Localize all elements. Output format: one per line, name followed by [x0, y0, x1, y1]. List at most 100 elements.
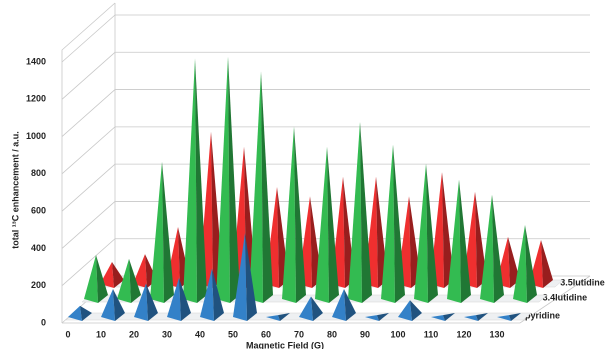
x-tick-label: 10	[96, 329, 106, 339]
legend-label: 3.4lutidine	[543, 292, 588, 302]
pyramid-face	[68, 305, 82, 321]
pyramid	[414, 163, 438, 303]
pyramid-face	[212, 268, 224, 321]
pyramid	[84, 255, 108, 303]
pyramid-face	[117, 258, 131, 303]
pyramid	[447, 179, 471, 303]
pyramid-face	[327, 146, 339, 303]
pyramid-face	[162, 161, 174, 303]
pyramid	[365, 313, 389, 321]
y-tick-label: 0	[41, 317, 46, 327]
axis-line	[61, 2, 116, 323]
pyramid-face	[365, 315, 379, 321]
pyramid-face	[133, 254, 147, 288]
pyramid	[68, 305, 92, 321]
pyramid-face	[113, 289, 125, 321]
pyramid-face	[80, 305, 92, 321]
pyramid	[266, 313, 290, 321]
y-tick-label: 600	[31, 206, 46, 216]
x-tick-label: 120	[456, 329, 471, 339]
pyramid-face	[377, 313, 389, 321]
x-tick-label: 60	[261, 329, 271, 339]
pyramid	[332, 289, 356, 321]
pyramid-face	[167, 277, 181, 321]
grid-line	[61, 201, 590, 249]
pyramid	[167, 277, 191, 321]
pyramid-face	[146, 283, 158, 321]
pyramid-face	[410, 300, 422, 321]
x-tick-label: 50	[228, 329, 238, 339]
pyramid-face	[294, 126, 306, 303]
x-tick-label: 40	[195, 329, 205, 339]
pyramid-face	[525, 224, 537, 303]
pyramid-face	[381, 144, 395, 303]
pyramid-face	[150, 161, 164, 303]
x-tick-label: 130	[489, 329, 504, 339]
grid-line	[61, 89, 590, 137]
pyramid-face	[459, 179, 471, 303]
pyramid-face	[348, 121, 362, 304]
grid-line	[61, 126, 590, 175]
x-tick-label: 90	[360, 329, 370, 339]
y-axis-title: total ¹³C enhancement / a.u.	[10, 131, 20, 249]
x-tick-label: 110	[424, 329, 439, 339]
grid-line	[61, 51, 590, 100]
pyramid-face	[134, 283, 148, 321]
pyramid-face	[475, 191, 487, 288]
pyramid-face	[216, 56, 230, 304]
pyramid-face	[476, 313, 488, 321]
y-tick-label: 1000	[26, 131, 46, 141]
pyramid-face	[344, 289, 356, 321]
pyramid-face	[233, 233, 247, 321]
pyramid	[233, 233, 257, 321]
pyramid-face	[179, 277, 191, 321]
pyramid-face	[311, 296, 323, 321]
pyramid-face	[249, 71, 263, 303]
pyramid-face	[112, 262, 124, 288]
pyramid	[101, 289, 125, 321]
pyramid-face	[200, 268, 214, 321]
pyramid	[513, 224, 537, 303]
x-tick-label: 30	[162, 329, 172, 339]
pyramid	[150, 161, 174, 303]
x-tick-label: 70	[294, 329, 304, 339]
floor	[62, 275, 591, 324]
pyramid-face	[261, 71, 273, 303]
pyramid-face	[497, 315, 511, 321]
x-tick-label: 80	[327, 329, 337, 339]
pyramid	[348, 121, 372, 304]
pyramid-face	[464, 315, 478, 321]
pyramid-face	[96, 255, 108, 303]
pyramid	[381, 144, 405, 303]
pyramid-face	[360, 121, 372, 304]
pyramid	[464, 313, 488, 321]
pyramid-face	[447, 179, 461, 303]
pyramid-face	[426, 163, 438, 303]
pyramid	[200, 268, 224, 321]
legend-label: 3.5lutidine	[560, 277, 605, 287]
pyramid-face	[195, 58, 207, 303]
x-tick-label: 100	[390, 329, 405, 339]
y-tick-label: 800	[31, 168, 46, 178]
pyramid-face	[84, 255, 98, 303]
pyramid-face	[492, 194, 504, 303]
pyramid-face	[282, 126, 296, 303]
pyramid-face	[299, 296, 313, 321]
pyramid	[431, 313, 455, 321]
pyramid	[183, 58, 207, 303]
pyramid-face	[431, 315, 445, 321]
pyramid-face	[245, 233, 257, 321]
pyramid	[299, 296, 323, 321]
pyramid-face	[513, 224, 527, 303]
pyramid	[216, 56, 240, 304]
pyramid-face	[101, 289, 115, 321]
pyramid-face	[414, 163, 428, 303]
pyramid-face	[443, 313, 455, 321]
y-tick-label: 200	[31, 280, 46, 290]
y-tick-label: 1200	[26, 94, 46, 104]
y-tick-label: 400	[31, 243, 46, 253]
legend-label: pyridine	[525, 310, 560, 320]
pyramid-face	[480, 194, 494, 303]
grid-line	[61, 14, 590, 63]
